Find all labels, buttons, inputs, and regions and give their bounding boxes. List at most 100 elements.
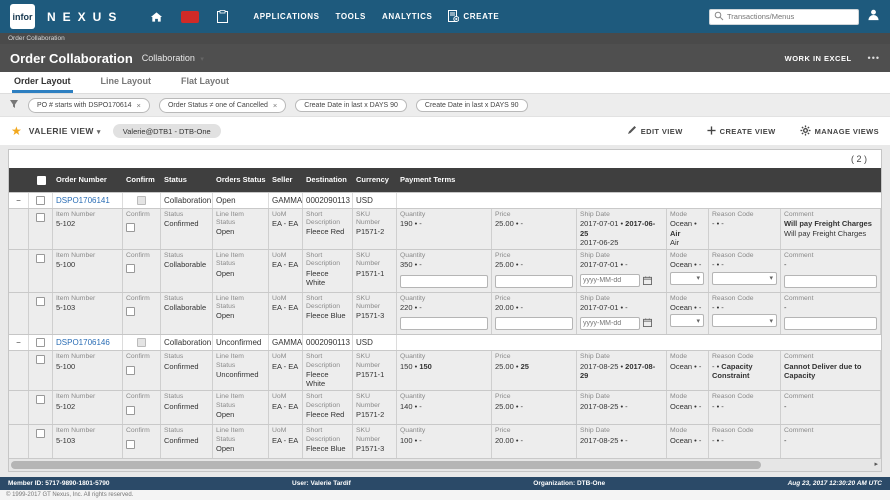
home-icon[interactable] bbox=[150, 11, 163, 23]
order-orders-status: Unconfirmed bbox=[213, 335, 269, 351]
comment-input[interactable] bbox=[784, 274, 877, 288]
ship-date-picker[interactable] bbox=[580, 272, 663, 290]
remove-filter-icon[interactable]: × bbox=[136, 100, 141, 110]
infor-logo[interactable]: infor bbox=[10, 4, 35, 29]
tab-order-layout[interactable]: Order Layout bbox=[12, 72, 73, 93]
mode-select[interactable]: ▾ bbox=[670, 271, 704, 285]
filter-chip-order-status[interactable]: Order Status ≠ one of Cancelled × bbox=[158, 97, 287, 113]
line-confirm-checkbox[interactable] bbox=[126, 264, 135, 274]
create-view-button[interactable]: CREATE VIEW bbox=[707, 125, 776, 138]
filter-chip-create-date-1[interactable]: Create Date in last x DAYS 90 bbox=[295, 98, 407, 112]
qty-value: 350 • - bbox=[400, 260, 422, 270]
qty-input[interactable] bbox=[400, 317, 488, 331]
line-checkbox[interactable] bbox=[36, 429, 45, 439]
search-input[interactable] bbox=[727, 12, 847, 21]
price-label: Price bbox=[495, 393, 511, 401]
tab-line-layout[interactable]: Line Layout bbox=[100, 76, 152, 86]
menu-analytics[interactable]: ANALYTICS bbox=[382, 12, 432, 21]
qty-label: Quantity bbox=[400, 427, 426, 435]
calendar-icon[interactable] bbox=[642, 314, 652, 332]
select-all-checkbox[interactable] bbox=[36, 175, 46, 185]
order-checkbox[interactable] bbox=[36, 338, 45, 348]
page-header: Order Collaboration Collaboration ▾ WORK… bbox=[0, 44, 890, 72]
line-checkbox[interactable] bbox=[36, 254, 45, 264]
view-selector-dropdown[interactable]: VALERIE VIEW ▾ bbox=[29, 126, 101, 136]
sku-value: P1571-2 bbox=[356, 227, 385, 237]
sku-value: P1571-1 bbox=[356, 369, 385, 379]
price-input[interactable] bbox=[495, 317, 573, 331]
ship-label: Ship Date bbox=[580, 393, 610, 401]
status-cell: Status Confirmed bbox=[161, 391, 213, 425]
qty-value: 190 • - bbox=[400, 219, 422, 229]
uom-value: EA - EA bbox=[272, 361, 299, 371]
favorite-star-icon[interactable]: ★ bbox=[11, 124, 22, 138]
order-status: Collaboration bbox=[161, 335, 213, 351]
line-checkbox[interactable] bbox=[36, 296, 45, 306]
filter-chip-po-number[interactable]: PO # starts with DSPO170614 × bbox=[28, 97, 150, 113]
line-confirm-checkbox[interactable] bbox=[126, 365, 135, 375]
global-search[interactable] bbox=[709, 8, 859, 26]
ship-date-input[interactable] bbox=[580, 274, 640, 288]
mode-label: Mode bbox=[670, 294, 688, 302]
notification-badge-icon[interactable] bbox=[181, 10, 200, 23]
collapse-toggle-icon[interactable]: − bbox=[9, 335, 29, 351]
remove-filter-icon[interactable]: × bbox=[272, 100, 278, 110]
breadcrumb-label: Order Collaboration bbox=[8, 35, 65, 42]
ship-value: 2017-07-01 • - bbox=[580, 260, 628, 270]
reason-cell: Reason Code - • - bbox=[709, 209, 781, 250]
search-icon bbox=[714, 8, 724, 26]
menu-create[interactable]: CREATE bbox=[448, 9, 500, 24]
line-checkbox[interactable] bbox=[36, 355, 45, 365]
filter-funnel-icon[interactable] bbox=[9, 96, 19, 114]
filter-chip-label: Create Date in last x DAYS 90 bbox=[424, 101, 519, 109]
reason-select[interactable]: ▾ bbox=[712, 271, 777, 285]
status-value: Collaborable bbox=[164, 302, 207, 312]
comment-input[interactable] bbox=[784, 317, 877, 331]
line-confirm-checkbox[interactable] bbox=[126, 223, 135, 233]
order-confirm-checkbox[interactable] bbox=[137, 338, 146, 348]
uom-value: EA - EA bbox=[272, 435, 299, 445]
menu-create-label: CREATE bbox=[463, 12, 500, 21]
calendar-icon[interactable] bbox=[642, 272, 652, 290]
line-checkbox[interactable] bbox=[36, 395, 45, 405]
mode-value-2: Air bbox=[670, 237, 680, 247]
menu-tools[interactable]: TOOLS bbox=[336, 12, 366, 21]
comment-cell: Comment - bbox=[781, 425, 881, 459]
reason-select[interactable]: ▾ bbox=[712, 314, 777, 328]
work-in-excel-button[interactable]: WORK IN EXCEL bbox=[784, 53, 852, 63]
tab-flat-layout[interactable]: Flat Layout bbox=[181, 76, 230, 86]
filter-chip-create-date-2[interactable]: Create Date in last x DAYS 90 bbox=[415, 98, 528, 112]
order-checkbox[interactable] bbox=[36, 196, 45, 205]
reason-label: Reason Code bbox=[712, 393, 754, 401]
collapse-toggle-icon[interactable]: − bbox=[9, 193, 29, 208]
line-confirm-checkbox[interactable] bbox=[126, 439, 135, 449]
line-confirm-checkbox[interactable] bbox=[126, 306, 135, 316]
menu-applications[interactable]: APPLICATIONS bbox=[253, 12, 319, 21]
uom-value: EA - EA bbox=[272, 302, 299, 312]
edit-view-button[interactable]: EDIT VIEW bbox=[627, 125, 683, 138]
qty-input[interactable] bbox=[400, 274, 488, 288]
horizontal-scrollbar[interactable]: ▸ bbox=[9, 458, 881, 472]
clipboard-icon[interactable] bbox=[217, 10, 229, 23]
line-checkbox[interactable] bbox=[36, 213, 45, 222]
line-confirm-checkbox[interactable] bbox=[126, 405, 135, 415]
more-options-icon[interactable]: ••• bbox=[867, 53, 880, 63]
order-number-link[interactable]: DSPO1706146 bbox=[53, 335, 123, 351]
ship-date-picker[interactable] bbox=[580, 314, 663, 332]
active-view-chip[interactable]: Valerie@DTB1 - DTB-One bbox=[112, 124, 221, 138]
scrollbar-thumb[interactable] bbox=[11, 461, 761, 470]
comment-value: Cannot Deliver due to Capacity bbox=[784, 361, 862, 380]
order-confirm-checkbox[interactable] bbox=[137, 196, 146, 205]
ship-date-input[interactable] bbox=[580, 316, 640, 330]
mode-select[interactable]: ▾ bbox=[670, 314, 704, 328]
manage-views-button[interactable]: MANAGE VIEWS bbox=[800, 124, 879, 138]
price-input[interactable] bbox=[495, 274, 573, 288]
confirm-label: Confirm bbox=[126, 393, 150, 401]
scroll-right-arrow-icon[interactable]: ▸ bbox=[874, 461, 878, 469]
user-profile-icon[interactable] bbox=[867, 8, 880, 26]
qty-cell: Quantity 350 • - bbox=[397, 250, 492, 292]
order-number-link[interactable]: DSPO1706141 bbox=[53, 193, 123, 208]
collaboration-dropdown[interactable]: Collaboration ▾ bbox=[142, 53, 204, 63]
qty-cell: Quantity 220 • - bbox=[397, 292, 492, 335]
desc-cell: Short Description Fleece Red bbox=[303, 391, 353, 425]
